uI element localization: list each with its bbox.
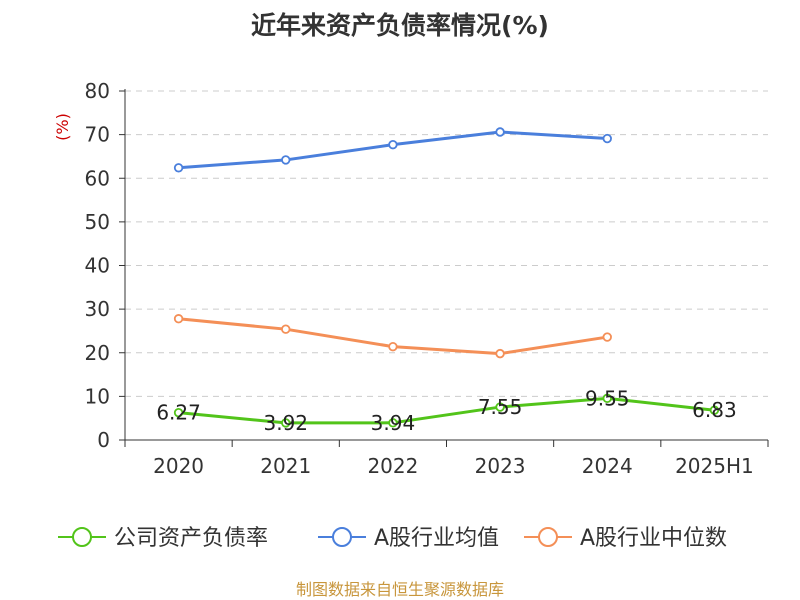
chart-title: 近年来资产负债率情况(%) xyxy=(251,11,549,40)
x-tick-label: 2020 xyxy=(153,454,204,478)
data-point xyxy=(602,133,612,144)
data-point xyxy=(281,324,291,334)
data-point xyxy=(495,127,505,137)
data-point xyxy=(281,418,291,428)
x-tick-label: 2022 xyxy=(367,454,418,478)
data-point xyxy=(173,314,184,324)
data-label: 6.83 xyxy=(692,398,737,422)
data-point xyxy=(709,405,720,415)
series xyxy=(173,127,720,428)
y-tick-label: 50 xyxy=(85,210,110,234)
data-label: 7.55 xyxy=(478,395,523,419)
data-label: 3.94 xyxy=(371,411,416,435)
y-tick-label: 70 xyxy=(85,123,110,147)
y-axis-label: (%) xyxy=(53,113,72,141)
data-point xyxy=(388,341,398,352)
y-tick-label: 30 xyxy=(85,297,110,321)
data-labels: 6.27 3.92 3.94 7.55 9.55 6.83 xyxy=(156,386,736,435)
y-tick-label: 10 xyxy=(85,384,110,408)
data-point xyxy=(602,393,612,404)
legend-marker xyxy=(332,527,352,547)
y-tick-label: 80 xyxy=(85,79,110,103)
y-tick-label: 20 xyxy=(85,341,110,365)
data-point xyxy=(388,418,398,428)
data-label: 6.27 xyxy=(156,401,201,425)
legend[interactable]: 公司资产负债率 A股行业均值 A股行业中位数 xyxy=(58,526,727,551)
series-line xyxy=(178,396,715,425)
y-tick-label: 60 xyxy=(85,166,110,190)
data-point xyxy=(281,155,291,165)
legend-label: 公司资产负债率 xyxy=(114,526,268,551)
axes: 0 10 20 30 40 50 60 70 80 2020 2021 2022 2023 2024 202… xyxy=(85,79,769,478)
legend-label: A股行业均值 xyxy=(374,526,499,551)
y-tick-label: 40 xyxy=(85,254,110,278)
legend-marker xyxy=(538,527,558,547)
x-tick-label: 2021 xyxy=(260,454,311,478)
data-point xyxy=(173,407,184,418)
data-point xyxy=(602,332,612,342)
legend-item[interactable]: 公司资产负债率 xyxy=(58,526,268,551)
source-note: 制图数据来自恒生聚源数据库 xyxy=(296,580,504,599)
data-point xyxy=(495,348,505,359)
x-tick-label: 2025H1 xyxy=(675,454,754,478)
legend-label: A股行业中位数 xyxy=(580,526,727,551)
y-tick-label: 0 xyxy=(97,428,110,452)
x-tick-label: 2024 xyxy=(582,454,633,478)
data-label: 3.92 xyxy=(263,411,308,435)
x-tick-label: 2023 xyxy=(475,454,526,478)
data-point xyxy=(173,163,184,173)
data-label: 9.55 xyxy=(585,386,630,410)
gridlines xyxy=(125,90,768,397)
legend-item[interactable]: A股行业均值 xyxy=(318,526,499,551)
legend-marker xyxy=(72,527,92,547)
data-point xyxy=(495,402,505,412)
series-line xyxy=(178,130,608,170)
legend-item[interactable]: A股行业中位数 xyxy=(524,526,727,551)
data-point xyxy=(388,139,398,150)
